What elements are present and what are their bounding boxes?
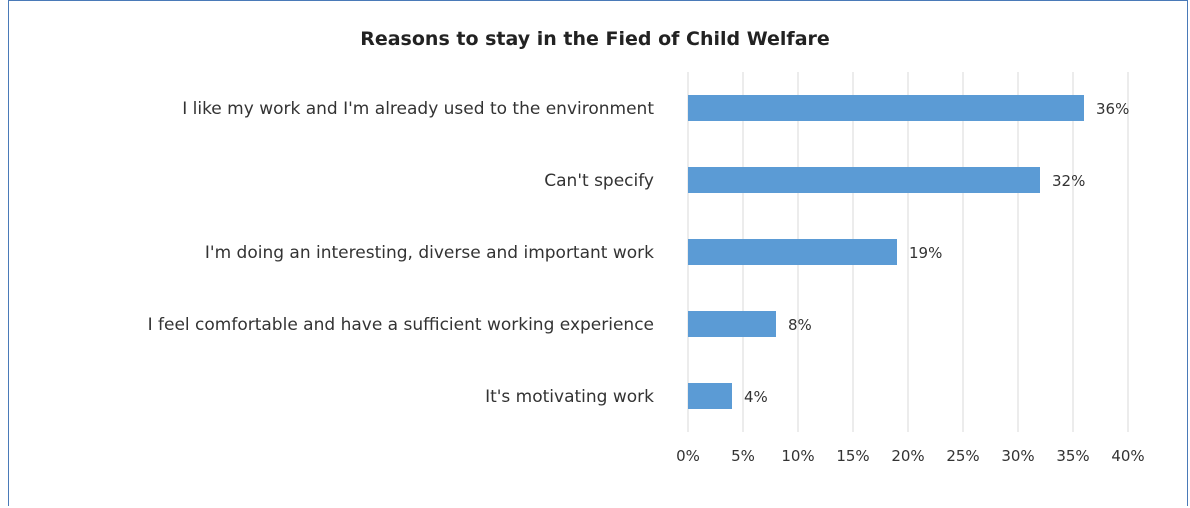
x-tick-label: 35% (1056, 447, 1089, 465)
bar (688, 95, 1084, 121)
x-tick-label: 25% (946, 447, 979, 465)
data-label: 4% (744, 388, 768, 406)
data-label: 32% (1052, 172, 1085, 190)
bar (688, 167, 1040, 193)
x-tick-label: 0% (676, 447, 700, 465)
bar (688, 311, 776, 337)
category-label: I like my work and I'm already used to t… (182, 99, 654, 119)
x-tick-label: 10% (781, 447, 814, 465)
x-tick-label: 15% (836, 447, 869, 465)
bar (688, 383, 732, 409)
chart-frame (8, 0, 1188, 506)
category-label: I'm doing an interesting, diverse and im… (205, 243, 654, 263)
category-label: I feel comfortable and have a sufficient… (148, 315, 654, 335)
x-tick-label: 5% (731, 447, 755, 465)
data-label: 8% (788, 316, 812, 334)
x-tick-label: 40% (1111, 447, 1144, 465)
category-label: Can't specify (544, 171, 654, 191)
x-tick-label: 30% (1001, 447, 1034, 465)
category-label: It's motivating work (485, 387, 654, 407)
data-label: 19% (909, 244, 942, 262)
data-label: 36% (1096, 100, 1129, 118)
x-tick-label: 20% (891, 447, 924, 465)
bar (688, 239, 897, 265)
chart-title: Reasons to stay in the Fied of Child Wel… (360, 28, 830, 50)
